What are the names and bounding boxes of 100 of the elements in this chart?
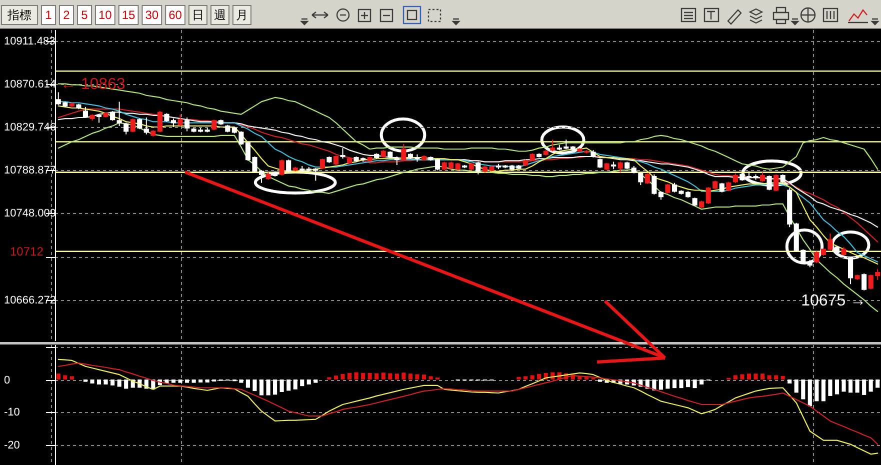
bar	[516, 376, 521, 380]
bar	[334, 376, 338, 380]
candlestick	[218, 119, 224, 126]
bar	[740, 374, 744, 380]
candlestick	[340, 148, 346, 160]
bar	[584, 376, 589, 380]
y-tick-label: 10788.877	[4, 164, 56, 176]
candlestick	[807, 259, 812, 268]
bar	[876, 380, 880, 388]
bar	[184, 380, 190, 383]
candlestick	[862, 273, 867, 291]
candlestick	[624, 161, 630, 170]
candlestick	[780, 174, 786, 184]
candlestick	[848, 256, 854, 285]
candlestick	[320, 158, 325, 170]
bar	[354, 372, 358, 380]
bar	[394, 374, 399, 380]
bar	[110, 380, 115, 386]
candlestick	[184, 117, 190, 132]
candlestick	[116, 101, 122, 126]
candlestick	[584, 150, 590, 154]
candlestick	[455, 162, 460, 171]
bar	[171, 380, 176, 383]
candlestick	[516, 164, 522, 170]
button: 1	[41, 5, 56, 25]
bar	[198, 380, 203, 382]
candlestick	[421, 154, 427, 162]
bar	[56, 374, 60, 380]
bar	[96, 380, 102, 384]
y-tick-label: -10	[4, 406, 20, 418]
bar	[422, 374, 426, 380]
bar	[821, 380, 826, 402]
bar	[834, 380, 840, 394]
candlestick	[212, 119, 217, 131]
candlestick	[292, 166, 298, 172]
candlestick	[374, 152, 380, 160]
candlestick	[854, 274, 860, 280]
bar	[801, 380, 806, 400]
candlestick	[130, 118, 136, 133]
candlestick	[204, 128, 210, 133]
bar	[374, 373, 379, 380]
candlestick	[658, 190, 664, 200]
bar	[104, 380, 108, 384]
bar	[814, 380, 819, 402]
bar	[733, 375, 738, 380]
annotation: 10675 →	[801, 292, 866, 310]
candlestick	[665, 183, 670, 194]
bar	[774, 375, 778, 380]
bar	[760, 374, 765, 380]
bar	[178, 380, 182, 383]
bar	[672, 380, 677, 388]
candlestick	[137, 118, 142, 130]
bar	[273, 380, 278, 395]
candlestick	[300, 166, 305, 173]
candlestick	[82, 106, 88, 118]
candlestick	[638, 172, 644, 186]
candlestick	[110, 110, 116, 122]
candlestick	[787, 188, 792, 228]
candlestick	[462, 164, 468, 169]
candlestick	[550, 139, 556, 152]
candlestick	[726, 181, 732, 192]
bar	[754, 374, 758, 380]
ref-line-label: 10712	[10, 244, 44, 258]
candlestick	[178, 114, 183, 126]
candlestick	[394, 156, 400, 166]
button: 週	[210, 5, 230, 25]
candlestick	[732, 172, 738, 184]
y-tick-label: 10666.272	[4, 294, 56, 306]
bar	[293, 380, 298, 390]
bar	[327, 377, 332, 380]
candlestick	[523, 159, 528, 166]
y-tick-label: 10829.746	[4, 122, 56, 134]
y-tick-label: 10748.009	[4, 208, 56, 220]
candlestick	[333, 154, 339, 166]
candlestick	[631, 166, 636, 174]
bar	[679, 380, 684, 388]
candlestick	[279, 159, 284, 176]
bar	[361, 372, 366, 380]
button: 指標	[1, 5, 38, 25]
bar	[855, 380, 860, 393]
button: 2	[59, 5, 74, 25]
candlestick	[611, 161, 616, 170]
candlestick	[597, 158, 603, 169]
button: 日	[188, 5, 208, 25]
bar	[868, 380, 873, 392]
bar	[252, 380, 257, 392]
bar	[794, 380, 798, 393]
candlestick	[543, 150, 548, 156]
candlestick	[590, 150, 596, 158]
candlestick	[644, 172, 650, 184]
bar	[530, 375, 534, 380]
bar	[700, 380, 704, 384]
candlestick	[367, 156, 372, 162]
bar	[788, 380, 792, 384]
button: 60	[165, 5, 186, 25]
button: 5	[77, 5, 92, 25]
bar	[402, 372, 406, 380]
bar	[300, 380, 304, 386]
candlestick	[604, 162, 610, 171]
bar	[746, 374, 751, 380]
